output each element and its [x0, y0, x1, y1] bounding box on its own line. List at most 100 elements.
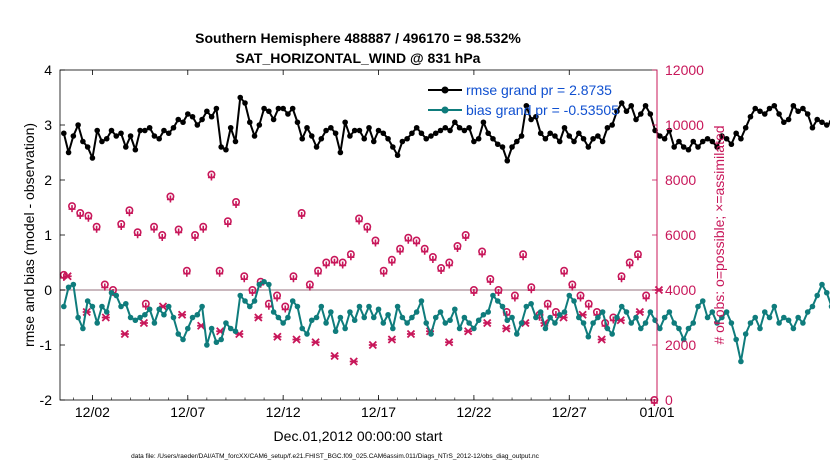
- bias-point: [533, 314, 539, 321]
- bias-point: [676, 325, 682, 332]
- rmse-point: [304, 124, 310, 131]
- bias-point: [313, 314, 320, 321]
- bias-point: [213, 339, 220, 346]
- obs-possible-cross: [125, 209, 133, 217]
- rmse-point: [666, 127, 673, 134]
- rmse-point: [285, 111, 291, 117]
- bias-point: [714, 320, 720, 326]
- bias-point: [785, 317, 792, 324]
- rmse-point: [785, 116, 792, 123]
- bias-point: [399, 314, 406, 321]
- bias-point: [132, 317, 139, 324]
- bias-point: [280, 320, 286, 326]
- bias-point: [461, 314, 468, 321]
- obs-possible-cross: [585, 302, 593, 310]
- rmse-point: [747, 113, 754, 120]
- rmse-point: [151, 133, 158, 139]
- obs-possible-cross: [470, 289, 478, 296]
- rmse-point: [466, 124, 472, 131]
- rmse-point: [738, 135, 744, 142]
- obs-assimilated-point: [273, 332, 282, 341]
- y-left-tick-label: 1: [44, 227, 52, 243]
- bias-point: [518, 320, 525, 326]
- bias-point: [437, 309, 444, 315]
- rmse-point: [351, 127, 358, 134]
- bias-point: [294, 303, 301, 310]
- bias-point: [647, 309, 654, 315]
- y-left-tick-label: 3: [44, 117, 52, 133]
- rmse-point: [409, 130, 415, 137]
- bias-point: [127, 314, 134, 321]
- obs-possible-cross: [183, 269, 191, 277]
- rmse-point: [108, 127, 115, 134]
- obs-possible-cross: [453, 245, 461, 252]
- bias-point: [361, 314, 368, 321]
- x-tick-label: 12/17: [361, 404, 396, 420]
- bias-point: [418, 298, 425, 304]
- rmse-point: [676, 138, 682, 145]
- y-left-tick-label: -1: [40, 337, 53, 353]
- obs-possible-cross: [355, 217, 363, 225]
- bias-point: [385, 311, 391, 318]
- bias-point: [552, 320, 558, 326]
- bias-point: [61, 303, 67, 310]
- rmse-point: [819, 119, 825, 126]
- bias-point: [747, 320, 754, 326]
- rmse-point: [657, 133, 663, 139]
- obs-assimilated-point: [406, 329, 416, 339]
- bias-point: [165, 303, 172, 310]
- rmse-point: [337, 149, 344, 156]
- bias-point: [232, 328, 239, 335]
- rmse-point: [809, 124, 816, 131]
- y-right-tick-label: 2000: [665, 337, 696, 353]
- rmse-point: [137, 127, 143, 134]
- bias-point: [661, 314, 668, 321]
- obs-possible-cross: [175, 228, 183, 236]
- y-left-tick-label: 2: [44, 172, 52, 188]
- bias-point: [790, 325, 797, 332]
- legend-bias-marker: [441, 106, 449, 114]
- bias-point: [89, 303, 96, 310]
- rmse-point: [199, 116, 205, 123]
- bias-point: [246, 303, 253, 310]
- bias-point: [776, 320, 782, 326]
- bias-point: [142, 311, 148, 318]
- bias-point: [161, 311, 167, 318]
- obs-possible-cross: [224, 220, 232, 228]
- bias-series: [61, 278, 830, 365]
- rmse-point: [547, 130, 553, 137]
- rmse-point: [752, 105, 759, 112]
- bias-point: [75, 314, 81, 321]
- obs-possible-cross: [207, 173, 215, 181]
- rmse-point: [418, 130, 425, 137]
- rmse-point: [103, 135, 110, 142]
- y-right-tick-label: 12000: [665, 62, 704, 78]
- bias-point: [618, 303, 625, 310]
- y-axis-right-label: # of obs: o=possible; ×=assimilated: [711, 125, 727, 344]
- bias-line: [62, 280, 830, 363]
- rmse-point: [242, 100, 248, 106]
- obs-possible-cross: [618, 275, 626, 283]
- obs-possible-cross: [150, 225, 158, 233]
- obs-assimilated-point: [464, 327, 473, 336]
- rmse-point: [84, 144, 91, 150]
- rmse-point: [671, 144, 677, 150]
- obs-possible-cross: [404, 236, 412, 244]
- rmse-point: [461, 127, 468, 134]
- rmse-point: [766, 105, 773, 112]
- rmse-point: [475, 135, 482, 142]
- obs-assimilated-point: [483, 318, 492, 328]
- rmse-point: [695, 144, 701, 150]
- bias-point: [804, 309, 811, 315]
- bias-point: [256, 281, 263, 288]
- chart-subtitle: SAT_HORIZONTAL_WIND @ 831 hPa: [236, 50, 481, 66]
- rmse-point: [390, 144, 396, 150]
- rmse-point: [442, 124, 449, 131]
- obs-possible-cross: [437, 267, 445, 274]
- obs-possible-cross: [298, 212, 306, 219]
- bias-point: [242, 298, 248, 304]
- rmse-point: [428, 133, 434, 139]
- bias-point: [423, 320, 430, 326]
- obs-assimilated-point: [444, 338, 454, 347]
